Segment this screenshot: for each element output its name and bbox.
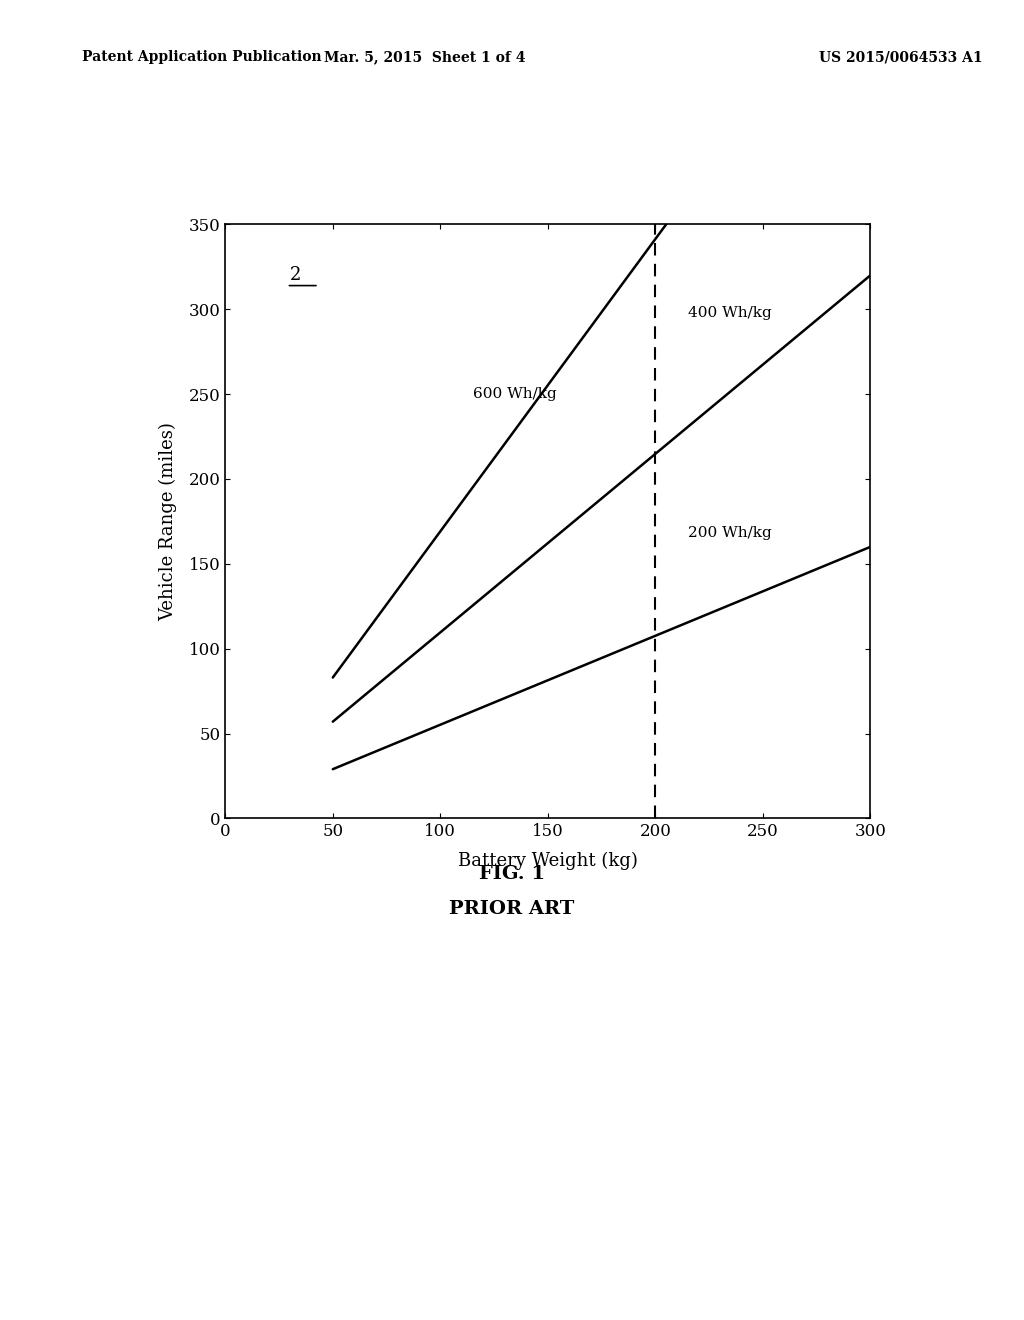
Text: PRIOR ART: PRIOR ART (450, 900, 574, 919)
Text: Mar. 5, 2015  Sheet 1 of 4: Mar. 5, 2015 Sheet 1 of 4 (325, 50, 525, 65)
Text: 2: 2 (290, 265, 301, 284)
X-axis label: Battery Weight (kg): Battery Weight (kg) (458, 851, 638, 870)
Text: FIG. 1: FIG. 1 (479, 865, 545, 883)
Text: 600 Wh/kg: 600 Wh/kg (473, 387, 556, 401)
Text: Patent Application Publication: Patent Application Publication (82, 50, 322, 65)
Y-axis label: Vehicle Range (miles): Vehicle Range (miles) (159, 422, 177, 620)
Text: 400 Wh/kg: 400 Wh/kg (688, 306, 771, 319)
Text: 200 Wh/kg: 200 Wh/kg (688, 527, 771, 540)
Text: US 2015/0064533 A1: US 2015/0064533 A1 (819, 50, 983, 65)
